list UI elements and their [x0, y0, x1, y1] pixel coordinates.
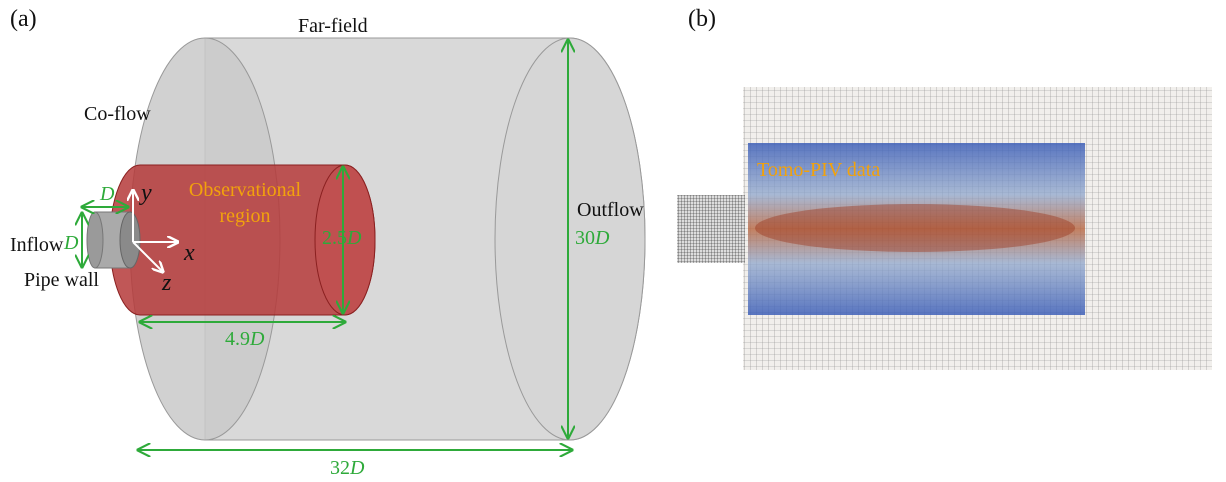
- label: Far-field: [298, 15, 368, 37]
- figure: (a) Far-field Co-flow Observational regi…: [0, 0, 1226, 482]
- panel-a: (a) Far-field Co-flow Observational regi…: [10, 6, 645, 479]
- outflow-face: [495, 38, 645, 440]
- dimension: D: [99, 183, 115, 205]
- pipe-mesh: [677, 195, 745, 263]
- dimension-number: 2.5: [322, 227, 347, 249]
- pipe-inlet: [87, 212, 103, 268]
- label: Co-flow: [84, 103, 151, 125]
- panel-label: (b): [688, 6, 716, 32]
- label: Outflow: [577, 199, 644, 221]
- label: Pipe wall: [24, 269, 99, 291]
- dimension-unit: D: [594, 227, 610, 249]
- dimension: D: [63, 232, 79, 254]
- pipe-outlet: [120, 212, 140, 268]
- dimension-unit: D: [249, 328, 265, 350]
- axis-label: y: [139, 180, 152, 206]
- dimension-unit: D: [346, 227, 362, 249]
- jet-core: [755, 204, 1075, 252]
- dimension-number: 30: [575, 227, 595, 249]
- axis-label: x: [183, 240, 195, 266]
- overlay-label: Tomo-PIV data: [757, 159, 880, 181]
- label: Inflow: [10, 234, 64, 256]
- axis-label: z: [161, 270, 172, 296]
- dimension: 2.5D: [322, 227, 362, 249]
- panel-label: (a): [10, 6, 37, 32]
- label: Observational: [189, 179, 302, 201]
- dimension-number: 32: [330, 457, 350, 479]
- dimension: 4.9D: [225, 328, 265, 350]
- dimension: 32D: [330, 457, 365, 479]
- dimension-unit: D: [349, 457, 365, 479]
- label: region: [219, 205, 270, 227]
- dimension-number: 4.9: [225, 328, 250, 350]
- panel-b: (b) Tomo-PIV data: [677, 6, 1212, 370]
- dimension: 30D: [575, 227, 610, 249]
